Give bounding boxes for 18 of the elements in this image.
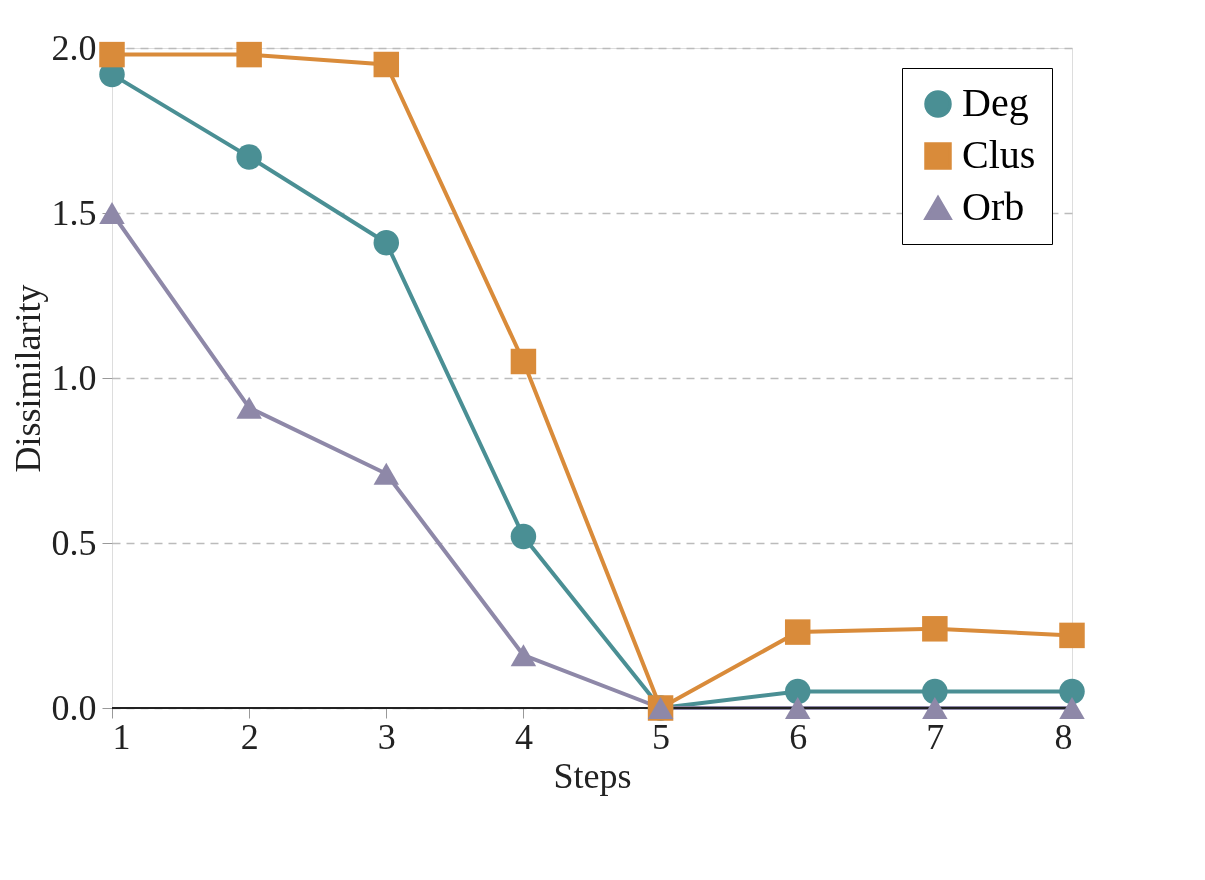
y-tick-label: 2.0 [51,27,97,68]
x-tick-label: 8 [1054,716,1073,757]
y-tick-label: 1.0 [51,357,97,398]
y-tick-label: 1.5 [51,192,97,233]
legend-label: Orb [962,184,1025,229]
x-tick-label: 3 [377,716,396,757]
y-axis-title: Dissimilarity [7,284,48,473]
x-tick-label: 4 [514,716,533,757]
x-tick-label: 6 [789,716,808,757]
y-tick-label: 0.0 [51,687,97,728]
x-tick-label: 5 [652,716,671,757]
x-axis-title: Steps [553,755,632,796]
legend-label: Clus [962,132,1036,177]
y-tick-label: 0.5 [51,522,97,563]
x-tick-label: 1 [112,716,131,757]
x-tick-label: 7 [926,716,945,757]
legend-label: Deg [962,80,1029,125]
x-tick-label: 2 [240,716,259,757]
